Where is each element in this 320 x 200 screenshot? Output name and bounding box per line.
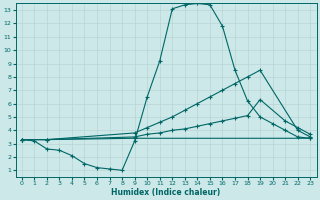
X-axis label: Humidex (Indice chaleur): Humidex (Indice chaleur) xyxy=(111,188,221,197)
